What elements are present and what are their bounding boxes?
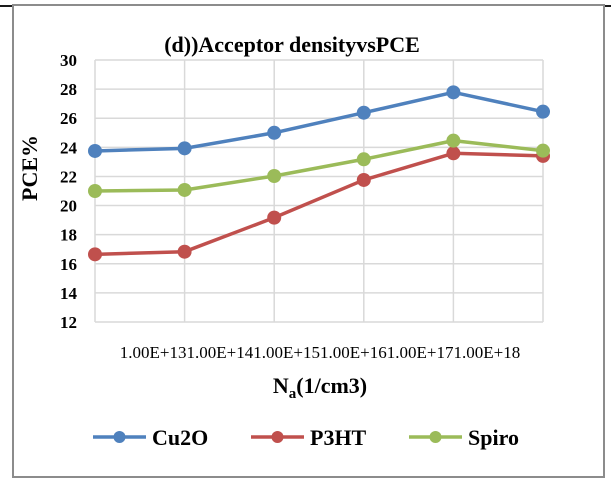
x-tick-label: 1.00E+16 <box>320 343 387 362</box>
data-point <box>88 143 102 158</box>
data-point <box>88 247 102 262</box>
data-point <box>536 104 550 119</box>
x-tick-label: 1.00E+17 <box>387 343 454 362</box>
series-cu2o <box>88 85 550 158</box>
legend-label: Cu2O <box>152 425 208 450</box>
legend-label: Spiro <box>468 425 519 450</box>
data-point <box>356 152 371 167</box>
data-point <box>267 210 282 225</box>
y-tick-label: 30 <box>60 51 77 70</box>
data-point <box>446 133 461 148</box>
x-axis-label-subscript: a <box>289 386 297 402</box>
legend-label: P3HT <box>310 425 367 450</box>
data-point <box>177 182 192 197</box>
x-tick-label: 1.00E+15 <box>253 343 320 362</box>
series-p3ht <box>88 146 550 262</box>
y-tick-label: 22 <box>60 167 77 186</box>
legend-marker <box>271 431 284 443</box>
data-point <box>177 141 192 156</box>
data-point <box>177 244 192 259</box>
legend-item-cu2o: Cu2O <box>93 425 208 450</box>
x-tick-label: 1.00E+14 <box>187 343 254 362</box>
data-point <box>356 105 371 120</box>
data-point <box>267 169 282 184</box>
legend-item-spiro: Spiro <box>409 425 519 450</box>
data-point <box>356 172 371 187</box>
y-tick-label: 18 <box>60 226 77 245</box>
x-tick-label: 1.00E+18 <box>453 343 520 362</box>
series-line <box>94 138 544 193</box>
data-point <box>446 85 461 100</box>
y-axis-ticks: 12 14 16 18 20 22 24 26 28 30 <box>60 51 78 332</box>
x-axis-label-main: N <box>273 373 289 398</box>
x-tick-label: 1.00E+13 <box>120 343 187 362</box>
y-axis-label: PCE% <box>17 135 42 201</box>
chart-frame <box>12 4 605 478</box>
y-tick-label: 16 <box>60 255 77 274</box>
y-tick-label: 24 <box>60 138 78 157</box>
x-axis-label: Na(1/cm3) <box>273 373 367 402</box>
data-point <box>267 125 282 140</box>
x-axis-ticks: 1.00E+131.00E+141.00E+151.00E+161.00E+17… <box>120 343 520 362</box>
data-point <box>446 146 461 161</box>
y-tick-label: 20 <box>60 197 77 216</box>
y-tick-label: 28 <box>60 80 77 99</box>
legend-marker <box>113 431 126 443</box>
legend-item-p3ht: P3HT <box>251 425 367 450</box>
series-group <box>88 85 550 262</box>
y-tick-label: 12 <box>60 313 77 332</box>
chart-title: (d))Acceptor densityvsPCE <box>164 32 420 57</box>
data-point <box>88 184 102 198</box>
legend: Cu2O P3HT Spiro <box>93 425 519 450</box>
series-line <box>94 90 544 153</box>
y-tick-label: 26 <box>60 109 77 128</box>
x-axis-label-units: (1/cm3) <box>296 373 367 398</box>
series-spiro <box>88 133 550 198</box>
legend-marker <box>429 431 442 443</box>
y-tick-label: 14 <box>60 284 78 303</box>
gridlines <box>94 59 544 323</box>
series-line <box>94 151 544 257</box>
data-point <box>536 143 550 158</box>
x-tick-labels: 1.00E+131.00E+141.00E+151.00E+161.00E+17… <box>120 343 520 362</box>
